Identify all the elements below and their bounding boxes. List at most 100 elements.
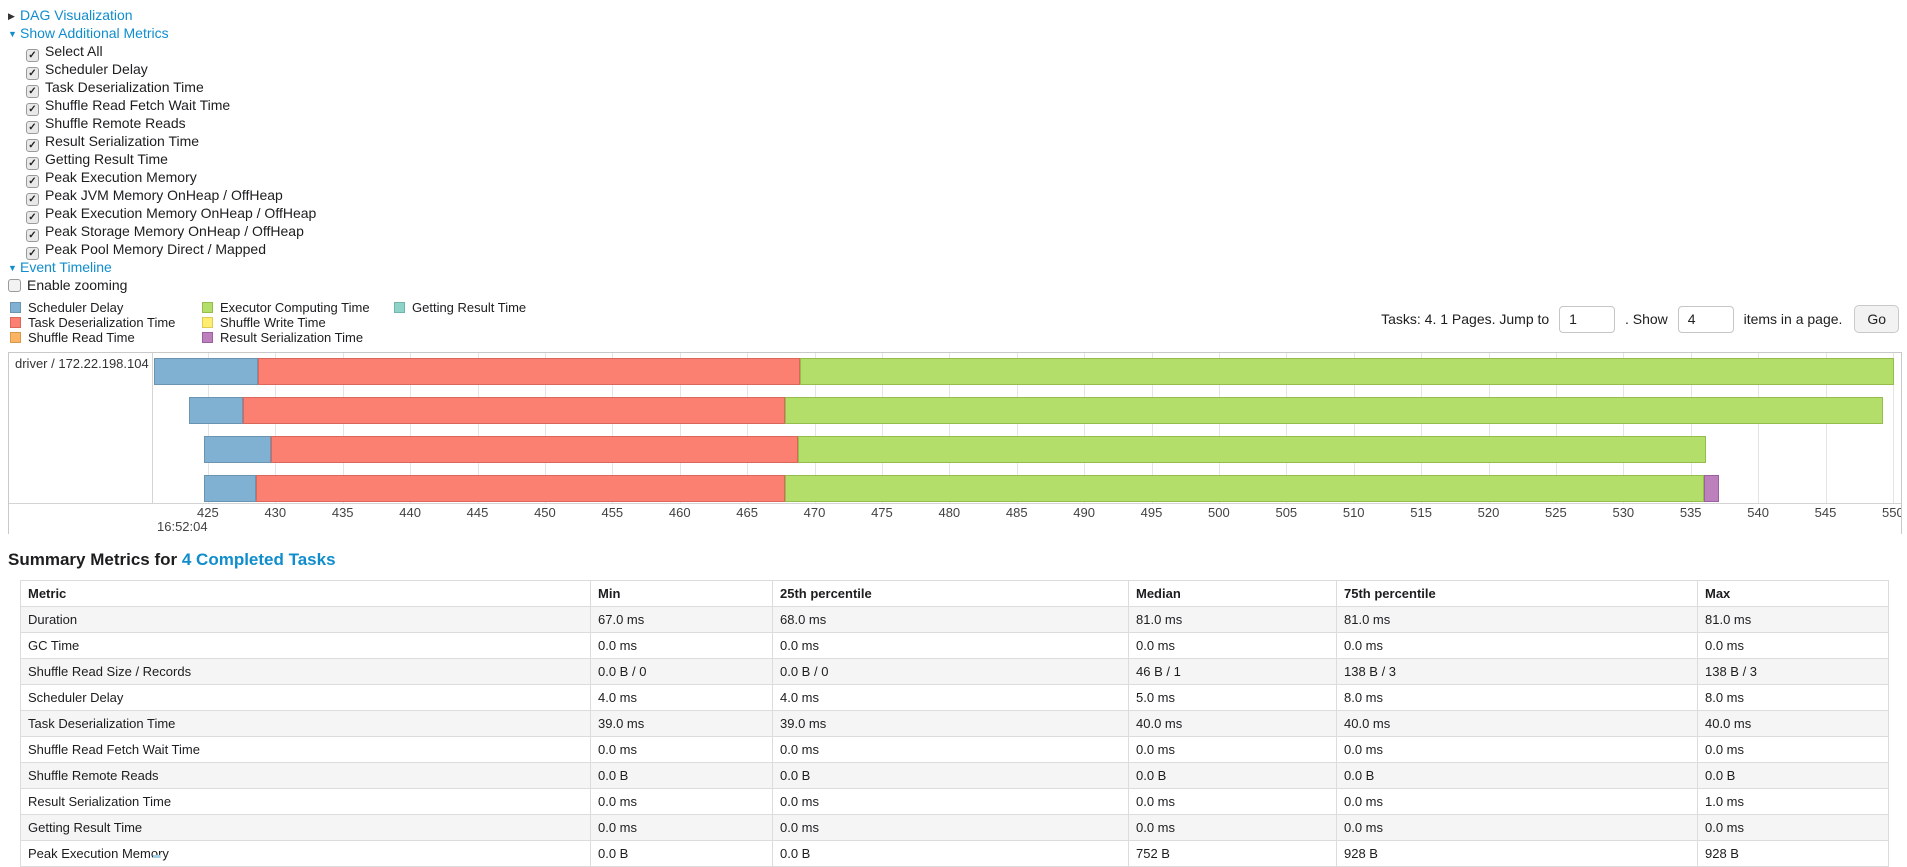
legend-item-shuffle-write-time: Shuffle Write Time [202, 315, 394, 330]
axis-gridline [1286, 353, 1288, 503]
task-2-segment-executor-computing-time[interactable] [784, 397, 1884, 424]
axis-tick-label: 545 [1814, 505, 1837, 520]
checkbox-select-all[interactable]: ✓ [26, 49, 39, 62]
metric-checkbox-row-peak-jvm-memory-onheap-offheap[interactable]: ✓ Peak JVM Memory OnHeap / OffHeap [8, 186, 1902, 206]
metric-value-cell: 0.0 B [590, 840, 773, 867]
checkbox-label: Task Deserialization Time [45, 79, 204, 95]
axis-tick-label: 435 [331, 505, 354, 520]
task-1-segment-scheduler-delay[interactable] [154, 358, 258, 385]
metric-checkbox-row-select-all[interactable]: ✓ Select All [8, 42, 1902, 62]
metric-value-cell: 0.0 B [772, 840, 1129, 867]
checkbox-peak-execution-memory-onheap-offheap[interactable]: ✓ [26, 211, 39, 224]
dag-visualization-toggle[interactable]: ▶ DAG Visualization [8, 6, 1902, 24]
event-timeline-toggle[interactable]: ▼ Event Timeline [8, 258, 1902, 276]
go-button[interactable]: Go [1854, 305, 1899, 333]
column-header-metric: Metric [20, 580, 591, 607]
checkbox-label: Result Serialization Time [45, 133, 200, 149]
metric-checkbox-row-peak-storage-memory-onheap-offheap[interactable]: ✓ Peak Storage Memory OnHeap / OffHeap [8, 222, 1902, 242]
checkbox-getting-result-time[interactable]: ✓ [26, 157, 39, 170]
enable-zooming-checkbox[interactable] [8, 279, 21, 292]
axis-tick-label: 495 [1140, 505, 1163, 520]
checkbox-label: Peak Storage Memory OnHeap / OffHeap [45, 223, 304, 239]
task-3-segment-scheduler-delay[interactable] [203, 436, 272, 463]
task-3-segment-executor-computing-time[interactable] [798, 436, 1706, 463]
axis-gridline [814, 353, 816, 503]
metric-value-cell: 4.0 ms [590, 684, 773, 711]
task-2-segment-scheduler-delay[interactable] [189, 397, 243, 424]
completed-tasks-link[interactable]: 4 Completed Tasks [181, 550, 336, 569]
legend-item-getting-result-time: Getting Result Time [394, 300, 586, 315]
axis-gridline [1016, 353, 1018, 503]
metric-checkbox-row-task-deserialization-time[interactable]: ✓ Task Deserialization Time [8, 78, 1902, 98]
checkbox-peak-execution-memory[interactable]: ✓ [26, 175, 39, 188]
legend-column: Getting Result Time [394, 300, 586, 345]
task-1-segment-executor-computing-time[interactable] [799, 358, 1895, 385]
checkbox-scheduler-delay[interactable]: ✓ [26, 67, 39, 80]
task-4-segment-executor-computing-time[interactable] [784, 475, 1705, 502]
checkbox-peak-pool-memory-direct-mapped[interactable]: ✓ [26, 247, 39, 260]
task-4-segment-scheduler-delay[interactable] [203, 475, 257, 502]
items-in-page-text: items in a page. [1743, 311, 1843, 327]
axis-tick-label: 445 [466, 505, 489, 520]
checkbox-result-serialization-time[interactable]: ✓ [26, 139, 39, 152]
checkbox-shuffle-remote-reads[interactable]: ✓ [26, 121, 39, 134]
show-additional-metrics-link[interactable]: Show Additional Metrics [20, 25, 169, 41]
dag-visualization-link[interactable]: DAG Visualization [20, 7, 133, 23]
metric-value-cell: 752 B [1128, 840, 1337, 867]
task-2-segment-task-deserialization-time[interactable] [242, 397, 785, 424]
checkbox-label: Peak Execution Memory [45, 169, 197, 185]
task-4-segment-result-serialization-time[interactable] [1704, 475, 1720, 502]
summary-metrics-table: Metric Min 25th percentile Median 75th perce… [20, 580, 1889, 867]
metric-checkbox-row-getting-result-time[interactable]: ✓ Getting Result Time [8, 150, 1902, 170]
executor-computing-time-swatch-icon [202, 302, 213, 313]
checkbox-label: Peak Pool Memory Direct / Mapped [45, 241, 266, 257]
jump-to-page-input[interactable] [1559, 305, 1616, 333]
event-timeline-chart: driver / 172.22.198.104 425 430 435 440 445 4… [8, 352, 1902, 534]
metric-checkbox-row-shuffle-read-fetch-wait-time[interactable]: ✓ Shuffle Read Fetch Wait Time [8, 96, 1902, 116]
page-size-input[interactable] [1677, 305, 1734, 333]
axis-tick-label: 460 [668, 505, 691, 520]
metric-checkbox-row-result-serialization-time[interactable]: ✓ Result Serialization Time [8, 132, 1902, 152]
metric-value-cell: 81.0 ms [1128, 606, 1337, 633]
checkbox-peak-storage-memory-onheap-offheap[interactable]: ✓ [26, 229, 39, 242]
metric-value-cell: 0.0 B [590, 762, 773, 789]
metric-name-cell: Shuffle Read Fetch Wait Time [20, 736, 591, 763]
table-row-getting-result-time: Getting Result Time 0.0 ms 0.0 ms 0.0 ms 0.0… [20, 814, 1889, 841]
metric-value-cell: 0.0 ms [590, 788, 773, 815]
metric-value-cell: 0.0 ms [1336, 736, 1698, 763]
metric-name-cell: Shuffle Remote Reads [20, 762, 591, 789]
metric-value-cell: 46 B / 1 [1128, 658, 1337, 685]
checkbox-shuffle-read-fetch-wait-time[interactable]: ✓ [26, 103, 39, 116]
metric-checkbox-row-peak-execution-memory[interactable]: ✓ Peak Execution Memory [8, 168, 1902, 188]
show-text: . Show [1624, 311, 1668, 327]
axis-tick-label: 550 [1882, 505, 1901, 520]
show-additional-metrics-toggle[interactable]: ▼ Show Additional Metrics [8, 24, 1902, 42]
metric-checkbox-row-peak-execution-memory-onheap-offheap[interactable]: ✓ Peak Execution Memory OnHeap / OffHeap [8, 204, 1902, 224]
metric-value-cell: 0.0 ms [772, 788, 1129, 815]
metric-value-cell: 0.0 ms [590, 632, 773, 659]
enable-zooming-label: Enable zooming [27, 277, 128, 293]
axis-tick-label: 510 [1342, 505, 1365, 520]
task-1-segment-task-deserialization-time[interactable] [257, 358, 800, 385]
event-timeline-link[interactable]: Event Timeline [20, 259, 112, 275]
metric-checkbox-row-shuffle-remote-reads[interactable]: ✓ Shuffle Remote Reads [8, 114, 1902, 134]
checkbox-peak-jvm-memory-onheap-offheap[interactable]: ✓ [26, 193, 39, 206]
metric-checkbox-row-scheduler-delay[interactable]: ✓ Scheduler Delay [8, 60, 1902, 80]
task-4-segment-task-deserialization-time[interactable] [256, 475, 785, 502]
column-header-max: Max [1697, 580, 1889, 607]
task-3-segment-task-deserialization-time[interactable] [271, 436, 799, 463]
scheduler-delay-swatch-icon [10, 302, 21, 313]
checkbox-task-deserialization-time[interactable]: ✓ [26, 85, 39, 98]
axis-gridline [1488, 353, 1490, 503]
metric-value-cell: 0.0 ms [1128, 632, 1337, 659]
axis-tick-label: 520 [1477, 505, 1500, 520]
legend-item-result-serialization-time: Result Serialization Time [202, 330, 394, 345]
task-deserialization-time-swatch-icon [10, 317, 21, 328]
metric-name-cell: Duration [20, 606, 591, 633]
metric-checkbox-row-peak-pool-memory-direct-mapped[interactable]: ✓ Peak Pool Memory Direct / Mapped [8, 240, 1902, 260]
shuffle-read-time-swatch-icon [10, 332, 21, 343]
axis-gridline [1555, 353, 1557, 503]
table-header-row: Metric Min 25th percentile Median 75th perce… [20, 580, 1889, 607]
metric-value-cell: 0.0 ms [772, 736, 1129, 763]
enable-zooming-row[interactable]: Enable zooming [8, 276, 1902, 294]
